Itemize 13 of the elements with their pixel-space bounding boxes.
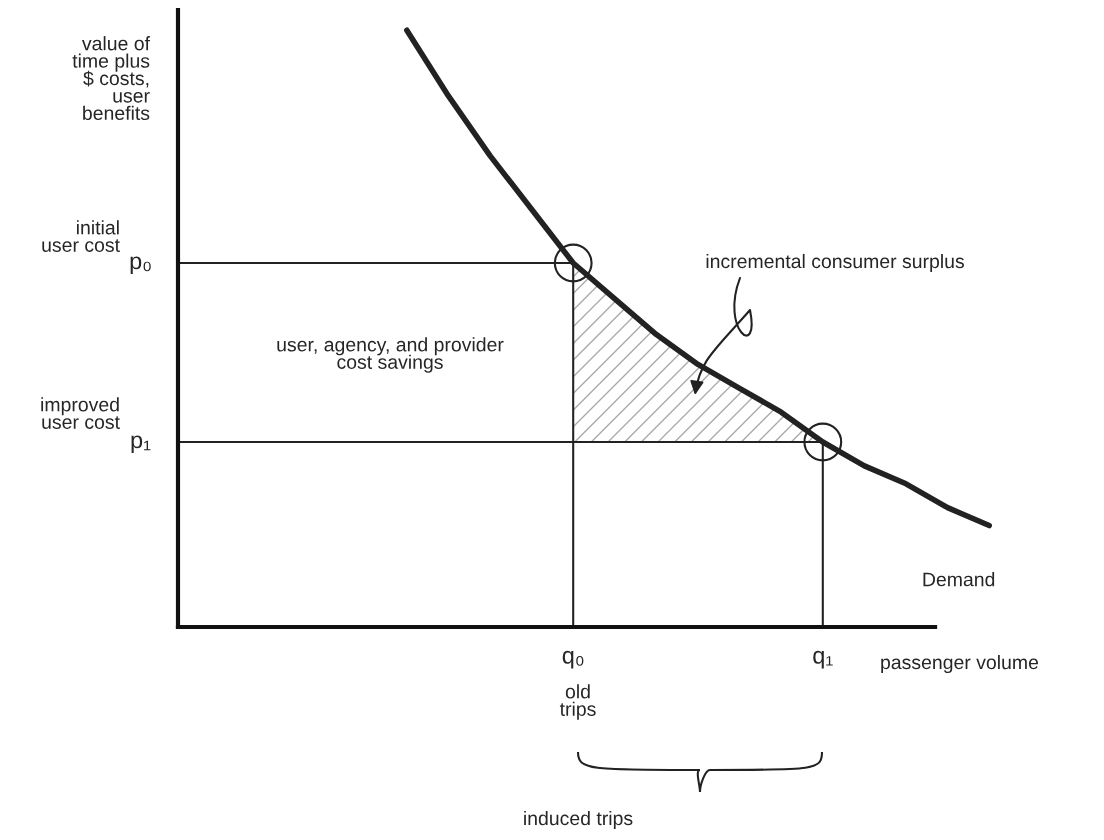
ref-line-label: p₁ bbox=[131, 435, 151, 454]
text: induced trips bbox=[524, 810, 633, 830]
ref-line-label: p₀ bbox=[130, 256, 151, 275]
text: old trips bbox=[559, 684, 596, 720]
annotation: incremental consumer surplus bbox=[706, 253, 964, 273]
text: Demand bbox=[923, 572, 995, 587]
y-axis-title: value of time plus $ costs, user benefits bbox=[72, 36, 151, 121]
text: improved user cost bbox=[41, 397, 120, 429]
x-axis-title: passenger volume bbox=[881, 654, 1039, 674]
x-tick-label: q₁ bbox=[813, 650, 833, 669]
annotation: user, agency, and provider cost savings bbox=[277, 337, 504, 373]
text: initial user cost bbox=[42, 220, 120, 252]
x-tick-label: q₀ bbox=[562, 650, 584, 669]
